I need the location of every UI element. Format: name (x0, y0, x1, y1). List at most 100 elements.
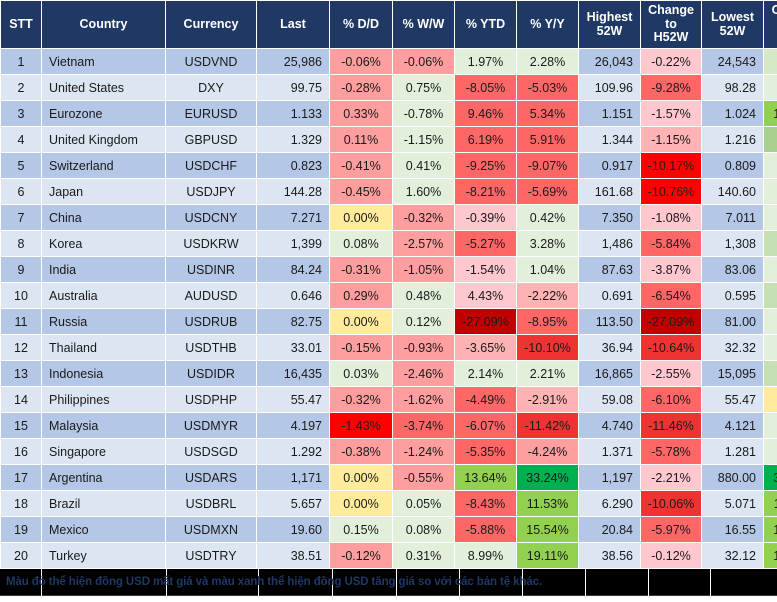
header-highest-52w[interactable]: Highest 52W (578, 0, 641, 49)
table-row: 12 Thailand USDTHB 33.01 -0.15% -0.93% -3.65% -… (0, 334, 777, 361)
cell-currency: USDTRY (165, 542, 257, 569)
cell-pct-yy: -2.91% (516, 386, 579, 413)
cell-change-h52w: -1.57% (640, 100, 702, 127)
cell-change-l52w: 9.22% (763, 126, 777, 153)
cell-last: 99.75 (256, 74, 330, 101)
header-change-h52w-line2: to (665, 16, 677, 31)
cell-stt: 5 (0, 152, 42, 179)
cell-last: 19.60 (256, 516, 330, 543)
cell-pct-ytd: 13.64% (454, 464, 517, 491)
header-change-h52w-line3: H52W (653, 30, 689, 45)
cell-highest-52w: 59.08 (578, 386, 641, 413)
cell-stt: 3 (0, 100, 42, 127)
cell-lowest-52w: 32.12 (701, 542, 764, 569)
cell-lowest-52w: 1.216 (701, 126, 764, 153)
cell-pct-ww: 0.31% (392, 542, 455, 569)
cell-change-h52w: -2.55% (640, 360, 702, 387)
cell-highest-52w: 6.290 (578, 490, 641, 517)
header-change-to-l52w[interactable]: Change to L52W (763, 0, 777, 49)
cell-lowest-52w: 98.28 (701, 74, 764, 101)
cell-change-h52w: -0.12% (640, 542, 702, 569)
cell-lowest-52w: 81.00 (701, 308, 764, 335)
cell-country: Russia (41, 308, 166, 335)
header-stt[interactable]: STT (0, 0, 42, 49)
cell-change-l52w: 1.42% (763, 256, 777, 283)
cell-change-l52w: 6.93% (763, 230, 777, 257)
cell-currency: USDTHB (165, 334, 257, 361)
header-pct-yy[interactable]: % Y/Y (516, 0, 579, 49)
cell-currency: USDARS (165, 464, 257, 491)
cell-pct-dd: -0.38% (329, 438, 393, 465)
cell-highest-52w: 1,197 (578, 464, 641, 491)
cell-pct-ytd: -9.25% (454, 152, 517, 179)
table-row: 2 United States DXY 99.75 -0.28% 0.75% -8.05% -… (0, 74, 777, 101)
cell-currency: USDIDR (165, 360, 257, 387)
cell-change-h52w: -27.09% (640, 308, 702, 335)
cell-change-h52w: -11.46% (640, 412, 702, 439)
cell-pct-ytd: -1.54% (454, 256, 517, 283)
cell-stt: 17 (0, 464, 42, 491)
cell-highest-52w: 1.371 (578, 438, 641, 465)
cell-change-l52w: 11.56% (763, 490, 777, 517)
cell-pct-ytd: 4.43% (454, 282, 517, 309)
cell-change-l52w: 2.62% (763, 178, 777, 205)
cell-last: 1.133 (256, 100, 330, 127)
cell-pct-dd: 0.00% (329, 464, 393, 491)
cell-pct-ww: -1.24% (392, 438, 455, 465)
table-row: 13 Indonesia USDIDR 16,435 0.03% -2.46% 2.14% 2… (0, 360, 777, 387)
cell-last: 1.329 (256, 126, 330, 153)
cell-currency: GBPUSD (165, 126, 257, 153)
cell-change-l52w: 0.90% (763, 438, 777, 465)
cell-lowest-52w: 1,308 (701, 230, 764, 257)
cell-pct-ww: -0.06% (392, 48, 455, 75)
header-pct-dd[interactable]: % D/D (329, 0, 393, 49)
cell-change-h52w: -3.87% (640, 256, 702, 283)
cell-country: Switzerland (41, 152, 166, 179)
cell-country: Australia (41, 282, 166, 309)
cell-pct-dd: 0.11% (329, 126, 393, 153)
cell-stt: 16 (0, 438, 42, 465)
table-row: 14 Philippines USDPHP 55.47 -0.32% -1.62% -4.4… (0, 386, 777, 413)
cell-change-h52w: -6.54% (640, 282, 702, 309)
cell-lowest-52w: 32.32 (701, 334, 764, 361)
cell-change-l52w: 19.89% (763, 542, 777, 569)
cell-stt: 12 (0, 334, 42, 361)
table-row: 15 Malaysia USDMYR 4.197 -1.43% -3.74% -6.07% -… (0, 412, 777, 439)
cell-pct-yy: -8.95% (516, 308, 579, 335)
cell-pct-dd: -0.28% (329, 74, 393, 101)
cell-pct-ytd: -5.35% (454, 438, 517, 465)
cell-currency: USDINR (165, 256, 257, 283)
cell-change-l52w: 1.78% (763, 152, 777, 179)
cell-pct-yy: -11.42% (516, 412, 579, 439)
cell-stt: 1 (0, 48, 42, 75)
cell-highest-52w: 87.63 (578, 256, 641, 283)
table-row: 16 Singapore USDSGD 1.292 -0.38% -1.24% -5.35%… (0, 438, 777, 465)
cell-pct-yy: -10.10% (516, 334, 579, 361)
cell-change-h52w: -10.76% (640, 178, 702, 205)
cell-highest-52w: 0.691 (578, 282, 641, 309)
header-country[interactable]: Country (41, 0, 166, 49)
cell-country: Malaysia (41, 412, 166, 439)
header-last[interactable]: Last (256, 0, 330, 49)
header-pct-ww[interactable]: % W/W (392, 0, 455, 49)
cell-lowest-52w: 0.809 (701, 152, 764, 179)
cell-currency: USDCHF (165, 152, 257, 179)
header-currency[interactable]: Currency (165, 0, 257, 49)
footer-legend-strip: Màu đỏ thể hiện đồng USD mất giá và màu … (0, 569, 777, 596)
header-pct-ytd[interactable]: % YTD (454, 0, 517, 49)
header-change-to-h52w[interactable]: Change to H52W (640, 0, 702, 49)
cell-pct-dd: 0.03% (329, 360, 393, 387)
cell-pct-dd: -0.32% (329, 386, 393, 413)
cell-highest-52w: 20.84 (578, 516, 641, 543)
cell-currency: USDJPY (165, 178, 257, 205)
cell-country: India (41, 256, 166, 283)
cell-country: United States (41, 74, 166, 101)
cell-stt: 8 (0, 230, 42, 257)
table-row: 7 China USDCNY 7.271 0.00% -0.32% -0.39% 0.42% 7… (0, 204, 777, 231)
cell-last: 7.271 (256, 204, 330, 231)
header-lowest-52w[interactable]: Lowest 52W (701, 0, 764, 49)
cell-pct-ww: 0.48% (392, 282, 455, 309)
cell-country: Korea (41, 230, 166, 257)
cell-highest-52w: 16,865 (578, 360, 641, 387)
cell-pct-yy: 19.11% (516, 542, 579, 569)
